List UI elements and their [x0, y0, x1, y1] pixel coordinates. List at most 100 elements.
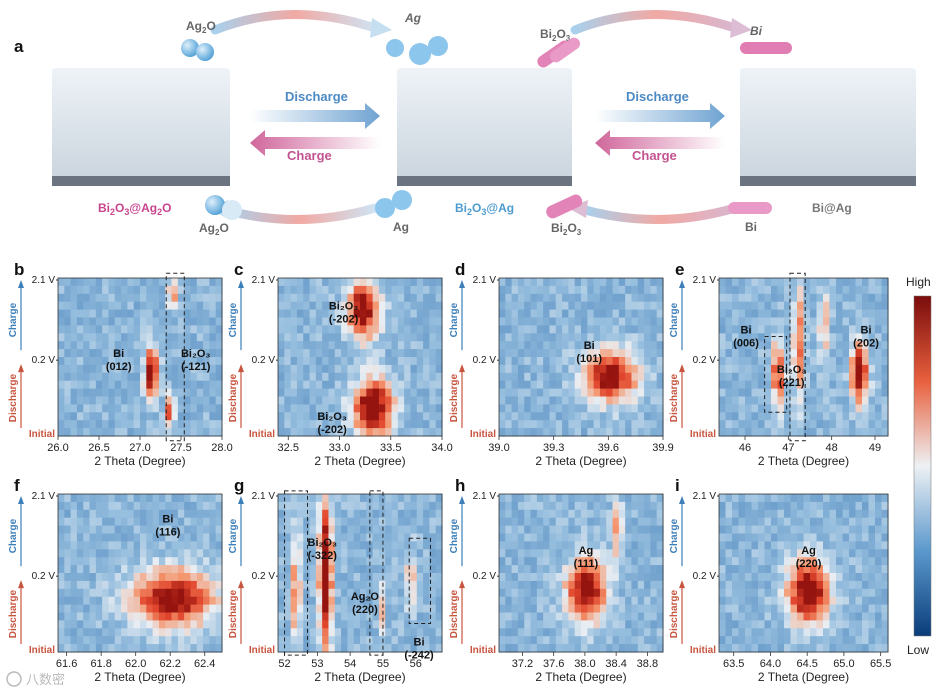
x-tick-label: 62.2 — [159, 658, 180, 670]
heat-cell — [599, 396, 607, 405]
heat-cell — [360, 549, 367, 558]
heat-cell — [587, 612, 595, 621]
heat-cell — [196, 628, 204, 637]
heat-cell — [64, 525, 72, 535]
heat-cell — [58, 317, 65, 326]
heat-cell — [322, 333, 330, 342]
heat-cell — [284, 428, 292, 437]
heat-cell — [184, 404, 192, 413]
heat-cell — [165, 278, 173, 287]
charge-arrow-2 — [595, 130, 725, 156]
heat-cell — [562, 628, 569, 637]
heat-cell — [378, 580, 386, 590]
heat-cell — [771, 628, 779, 637]
heat-cell — [347, 525, 355, 535]
heat-cell — [416, 494, 424, 503]
y-label-charge: Charge — [449, 302, 460, 337]
heat-cell — [435, 285, 443, 295]
heat-cell — [625, 509, 633, 519]
heat-cell — [644, 404, 651, 413]
heat-cell — [278, 541, 285, 550]
heat-cell — [574, 278, 582, 287]
heat-cell — [76, 420, 84, 429]
heat-cell — [637, 636, 645, 645]
heat-cell — [315, 317, 323, 326]
heat-cell — [505, 636, 513, 645]
heat-cell — [797, 517, 805, 527]
heat-cell — [416, 278, 424, 287]
heat-cell — [391, 501, 399, 511]
heat-cell — [612, 380, 620, 390]
heat-cell — [290, 580, 298, 590]
heat-cell — [555, 309, 563, 319]
heat-cell — [790, 636, 798, 645]
heat-cell — [158, 278, 166, 287]
heat-cell — [70, 293, 78, 303]
heat-cell — [127, 612, 135, 621]
heat-cell — [797, 349, 805, 358]
heat-cell — [114, 404, 122, 413]
heat-cell — [397, 612, 405, 621]
heat-cell — [404, 388, 412, 398]
heat-cell — [353, 428, 361, 437]
heat-cell — [391, 364, 399, 374]
heat-cell — [296, 349, 304, 358]
heat-cell — [158, 517, 166, 527]
heat-cell — [328, 278, 336, 287]
heat-cell — [334, 541, 342, 550]
heat-cell — [416, 588, 424, 598]
heat-cell — [152, 285, 160, 295]
heat-cell — [435, 325, 443, 334]
heat-cell — [404, 428, 412, 437]
heat-cell — [868, 580, 876, 590]
heat-cell — [140, 364, 147, 374]
heat-cell — [829, 428, 837, 437]
heat-cell — [499, 573, 506, 582]
heat-cell — [322, 285, 330, 295]
heat-cell — [133, 533, 141, 542]
heat-cell — [70, 301, 78, 311]
heat-cell — [587, 349, 595, 358]
heat-cell — [309, 317, 317, 326]
heat-cell — [881, 357, 889, 366]
x-tick-label: 47 — [782, 442, 794, 454]
heat-cell — [719, 636, 727, 645]
heat-cell — [797, 494, 805, 503]
heat-cell — [524, 333, 532, 342]
heat-cell — [215, 588, 223, 598]
heat-cell — [158, 612, 166, 621]
heat-cell — [543, 636, 551, 645]
heat-cell — [505, 309, 513, 319]
box3-particles — [740, 176, 916, 186]
heat-cell — [378, 596, 386, 606]
heat-cell — [543, 349, 551, 358]
heat-cell — [196, 325, 204, 334]
heat-cell — [505, 341, 513, 350]
heat-cell — [196, 357, 204, 366]
panel-label-c: c — [234, 260, 243, 279]
heat-cell — [278, 317, 285, 326]
heat-cell — [790, 396, 798, 405]
heat-cell — [631, 612, 639, 621]
heat-cell — [146, 525, 154, 535]
heat-cell — [58, 404, 65, 413]
heat-cell — [581, 388, 588, 398]
heat-cell — [625, 412, 633, 421]
heat-cell — [587, 325, 595, 334]
heat-cell — [745, 380, 753, 390]
heat-cell — [842, 357, 850, 366]
heat-cell — [410, 364, 418, 374]
heat-cell — [631, 573, 639, 582]
heat-cell — [404, 380, 412, 390]
heat-cell — [209, 333, 217, 342]
heat-cell — [530, 278, 538, 287]
heat-cell — [574, 501, 582, 511]
heat-cell — [784, 428, 792, 437]
heat-cell — [127, 509, 135, 519]
heat-cell — [423, 357, 430, 366]
heat-cell — [758, 428, 766, 437]
heat-cell — [133, 628, 141, 637]
heat-cell — [70, 549, 78, 558]
discharge-arrow-head — [18, 580, 24, 589]
heat-cell — [549, 412, 557, 421]
